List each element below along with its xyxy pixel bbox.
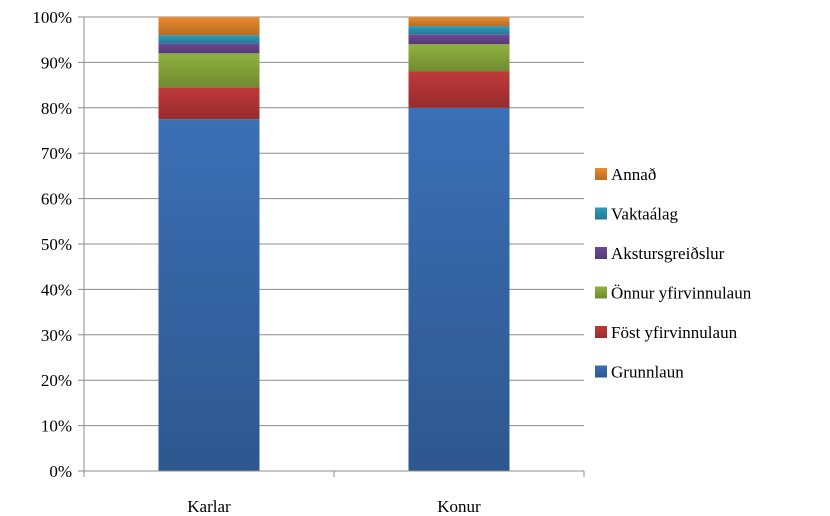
y-tick-label: 70% — [41, 144, 72, 163]
y-tick-label: 10% — [41, 417, 72, 436]
bar-karlar-nnur-yfirvinnulaun — [158, 53, 260, 88]
y-tick-label: 20% — [41, 371, 72, 390]
legend-swatch-vakta-lag — [595, 207, 607, 220]
y-tick-label: 90% — [41, 53, 72, 72]
x-tick-label: Karlar — [187, 497, 231, 516]
bar-karlar-vakta-lag — [158, 35, 260, 44]
legend-label-vakta-lag: Vaktaálag — [611, 205, 679, 224]
bar-konur-akstursgrei-slur — [408, 34, 510, 45]
legend-swatch-grunnlaun — [595, 365, 607, 378]
y-tick-label: 60% — [41, 190, 72, 209]
bar-karlar-f-st-yfirvinnulaun — [158, 87, 260, 120]
x-tick-labels: Karlar Konur — [187, 497, 481, 516]
bar-karlar-anna — [158, 17, 260, 36]
bar-konur-f-st-yfirvinnulaun — [408, 71, 510, 108]
legend-label-grunnlaun: Grunnlaun — [611, 363, 684, 382]
y-tick-labels: 0% 10% 20% 30% 40% 50% 60% 70% 80% 90% 100% — [32, 8, 72, 481]
legend-label-nnur-yfirvinnulaun: Önnur yfirvinnulaun — [611, 284, 752, 303]
y-tick-label: 30% — [41, 326, 72, 345]
x-tick-label: Konur — [437, 497, 481, 516]
bars — [158, 17, 510, 472]
y-tick-label: 100% — [32, 8, 72, 27]
y-tick-label: 0% — [49, 462, 72, 481]
bar-konur-nnur-yfirvinnulaun — [408, 44, 510, 72]
legend-label-akstursgrei-slur: Akstursgreiðslur — [611, 244, 725, 263]
legend-swatch-f-st-yfirvinnulaun — [595, 326, 607, 338]
bar-konur-anna — [408, 17, 510, 27]
bar-konur-grunnlaun — [408, 107, 510, 472]
y-tick-label: 80% — [41, 99, 72, 118]
y-tick-label: 40% — [41, 280, 72, 299]
bar-karlar-akstursgrei-slur — [158, 43, 260, 54]
legend-label-anna: Annað — [611, 165, 656, 184]
axes — [78, 16, 585, 477]
legend: Annað Vaktaálag Akstursgreiðslur Önnur yfir… — [595, 165, 752, 382]
legend-swatch-akstursgrei-slur — [595, 247, 607, 259]
legend-swatch-nnur-yfirvinnulaun — [595, 286, 607, 299]
bar-karlar-grunnlaun — [158, 119, 260, 472]
legend-label-f-st-yfirvinnulaun: Föst yfirvinnulaun — [611, 323, 738, 342]
legend-swatch-anna — [595, 168, 607, 180]
y-tick-label: 50% — [41, 235, 72, 254]
bar-konur-vakta-lag — [408, 26, 510, 35]
